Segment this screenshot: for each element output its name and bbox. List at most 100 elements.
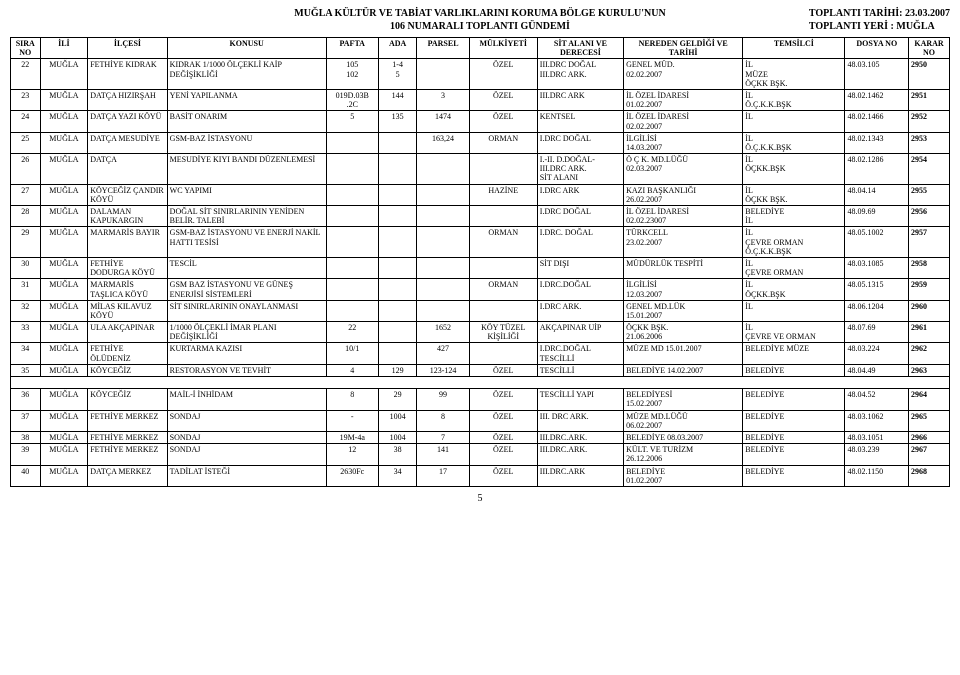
cell-sira: 26 [11, 154, 41, 185]
cell-temsil: BELEDİYE [743, 444, 845, 465]
cell-dosya: 48.06.1204 [845, 300, 909, 321]
cell-parsel: 1474 [417, 111, 469, 132]
cell-sit: AKÇAPINAR UİP [537, 322, 623, 343]
cell-karar: 2960 [909, 300, 950, 321]
cell-parsel [417, 300, 469, 321]
cell-dosya: 48.02.1462 [845, 89, 909, 110]
table-row: 23MUĞLADATÇA HIZIRŞAHYENİ YAPILANMA019D.… [11, 89, 950, 110]
column-header: ADA [378, 38, 417, 59]
cell-sit: I.DRC DOĞAL [537, 206, 623, 227]
cell-dosya: 48.03.1051 [845, 431, 909, 443]
cell-dosya: 48.03.224 [845, 343, 909, 364]
cell-temsil: BELEDİYE [743, 410, 845, 431]
cell-ili: MUĞLA [40, 410, 88, 431]
table-body: 22MUĞLAFETHİYE KIDRAKKIDRAK 1/1000 ÖLÇEK… [11, 59, 950, 487]
cell-konusu: GSM-BAZ İSTASYONU VE ENERJİ NAKİL HATTI … [167, 227, 326, 258]
cell-konusu: SONDAJ [167, 444, 326, 465]
cell-nereden: MÜDÜRLÜK TESPİTİ [624, 257, 743, 278]
cell-ili: MUĞLA [40, 132, 88, 153]
cell-karar: 2958 [909, 257, 950, 278]
cell-nereden: MÜZE MD.LÜĞÜ06.02.2007 [624, 410, 743, 431]
cell-pafta [326, 279, 378, 300]
cell-karar: 2959 [909, 279, 950, 300]
column-header: KONUSU [167, 38, 326, 59]
table-row: 31MUĞLAMARMARİS TAŞLICA KÖYÜGSM BAZ İSTA… [11, 279, 950, 300]
cell-nereden: BELEDİYESİ15.02.2007 [624, 389, 743, 410]
cell-mulk: KÖY TÜZEL KİŞİLİĞİ [469, 322, 537, 343]
cell-temsil: İLMÜZEÖÇKK BŞK. [743, 59, 845, 90]
cell-nereden: GENEL MD.LÜK15.01.2007 [624, 300, 743, 321]
cell-sira: 27 [11, 184, 41, 205]
column-header: DOSYA NO [845, 38, 909, 59]
cell-ilcesi: FETHİYE ÖLÜDENİZ [88, 343, 167, 364]
cell-nereden: KAZI BAŞKANLIĞI26.02.2007 [624, 184, 743, 205]
cell-sit: III.DRC.ARK. [537, 444, 623, 465]
cell-temsil: BELEDİYE [743, 364, 845, 376]
table-row: 32MUĞLAMİLAS KILAVUZ KÖYÜSİT SINIRLARINI… [11, 300, 950, 321]
column-header: PAFTA [326, 38, 378, 59]
cell-ili: MUĞLA [40, 444, 88, 465]
cell-karar: 2963 [909, 364, 950, 376]
cell-nereden: BELEDİYE 14.02.2007 [624, 364, 743, 376]
cell-karar: 2965 [909, 410, 950, 431]
cell-pafta [326, 132, 378, 153]
cell-pafta: 22 [326, 322, 378, 343]
cell-temsil: İLÇEVRE ORMANÖ.Ç.K.K.BŞK [743, 227, 845, 258]
cell-ada: 29 [378, 389, 417, 410]
column-header: SİT ALANI VE DERECESİ [537, 38, 623, 59]
table-row: 39MUĞLAFETHİYE MERKEZSONDAJ1238141ÖZELII… [11, 444, 950, 465]
cell-pafta: 019D.03B.2C [326, 89, 378, 110]
cell-dosya: 48.03.1062 [845, 410, 909, 431]
cell-parsel [417, 59, 469, 90]
cell-nereden: BELEDİYE 08.03.2007 [624, 431, 743, 443]
cell-dosya: 48.02.1343 [845, 132, 909, 153]
cell-ada: 135 [378, 111, 417, 132]
cell-ada [378, 257, 417, 278]
column-header: İLİ [40, 38, 88, 59]
cell-mulk: ÖZEL [469, 431, 537, 443]
cell-sit: III.DRC.ARK. [537, 431, 623, 443]
cell-temsil: İLÇEVRE VE ORMAN [743, 322, 845, 343]
cell-sira: 36 [11, 389, 41, 410]
cell-parsel: 8 [417, 410, 469, 431]
cell-mulk [469, 154, 537, 185]
header-right: TOPLANTI TARİHİ: 23.03.2007 TOPLANTI YER… [809, 8, 950, 33]
cell-nereden: İL ÖZEL İDARESİ02.02.23007 [624, 206, 743, 227]
cell-sira: 23 [11, 89, 41, 110]
cell-temsil: İLÖ.Ç.K.K.BŞK [743, 132, 845, 153]
cell-ilcesi: FETHİYE MERKEZ [88, 444, 167, 465]
cell-karar: 2956 [909, 206, 950, 227]
cell-ilcesi: FETHİYE DODURGA KÖYÜ [88, 257, 167, 278]
cell-konusu: RESTORASYON VE TEVHİT [167, 364, 326, 376]
cell-konusu: SONDAJ [167, 410, 326, 431]
cell-ilcesi: FETHİYE MERKEZ [88, 431, 167, 443]
cell-sit: I.DRC ARK [537, 184, 623, 205]
cell-pafta: 8 [326, 389, 378, 410]
cell-ilcesi: DATÇA HIZIRŞAH [88, 89, 167, 110]
cell-temsil: İLÖÇKK.BŞK [743, 279, 845, 300]
column-header: MÜLKİYETİ [469, 38, 537, 59]
cell-ilcesi: DATÇA MESUDİYE [88, 132, 167, 153]
cell-pafta: 105102 [326, 59, 378, 90]
cell-karar: 2954 [909, 154, 950, 185]
cell-karar: 2967 [909, 444, 950, 465]
cell-karar: 2957 [909, 227, 950, 258]
cell-pafta [326, 227, 378, 258]
cell-ilcesi: DATÇA YAZI KÖYÜ [88, 111, 167, 132]
cell-ada [378, 279, 417, 300]
cell-mulk [469, 343, 537, 364]
cell-sit: KENTSEL [537, 111, 623, 132]
cell-parsel: 141 [417, 444, 469, 465]
cell-ilcesi: KÖYCEĞİZ [88, 389, 167, 410]
cell-konusu: BASİT ONARIM [167, 111, 326, 132]
cell-ili: MUĞLA [40, 465, 88, 486]
cell-konusu: YENİ YAPILANMA [167, 89, 326, 110]
cell-temsil: İL [743, 300, 845, 321]
cell-parsel: 99 [417, 389, 469, 410]
cell-mulk [469, 300, 537, 321]
cell-pafta [326, 154, 378, 185]
table-row: 38MUĞLAFETHİYE MERKEZSONDAJ19M-4a10047ÖZ… [11, 431, 950, 443]
cell-karar: 2953 [909, 132, 950, 153]
cell-konusu: TADİLAT İSTEĞİ [167, 465, 326, 486]
cell-mulk: ORMAN [469, 279, 537, 300]
